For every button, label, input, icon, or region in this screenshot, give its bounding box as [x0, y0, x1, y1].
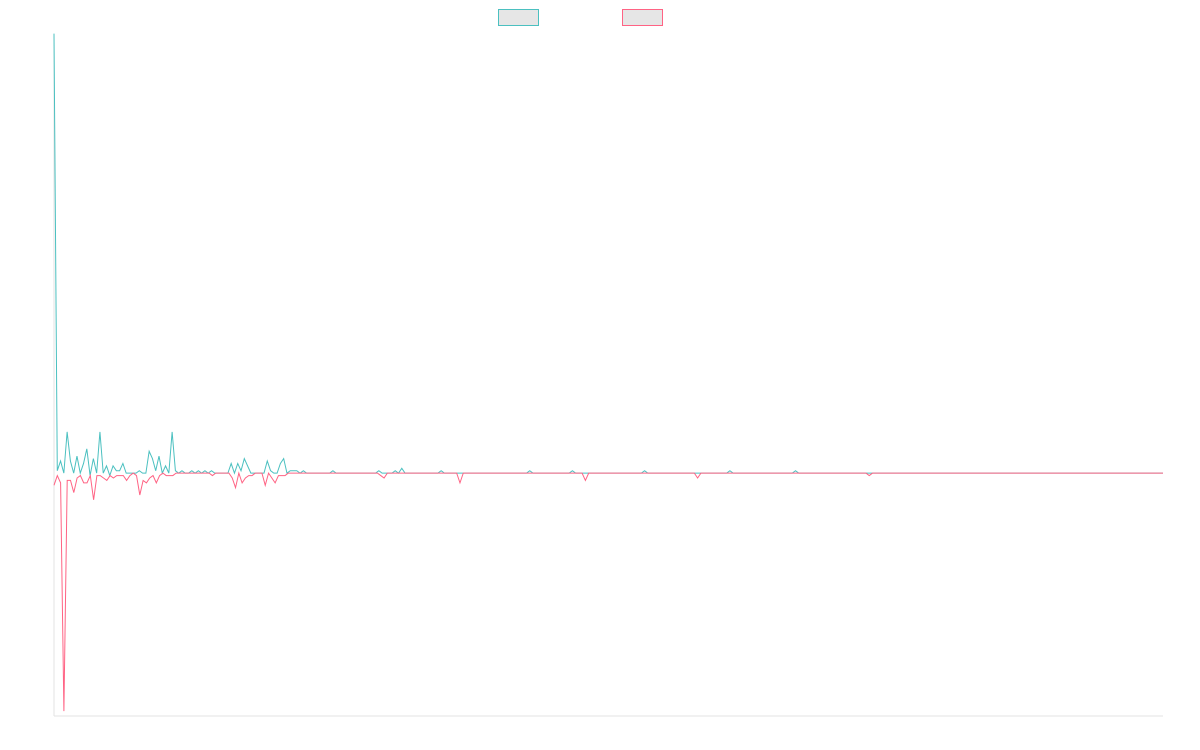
legend-swatch-1[interactable] — [498, 9, 539, 26]
series-line-1 — [53, 33, 1163, 478]
legend-swatch-2[interactable] — [622, 9, 663, 26]
series-line-2 — [53, 471, 1163, 712]
plot-area — [53, 33, 1163, 712]
legend — [498, 9, 663, 26]
axes — [53, 36, 1163, 717]
